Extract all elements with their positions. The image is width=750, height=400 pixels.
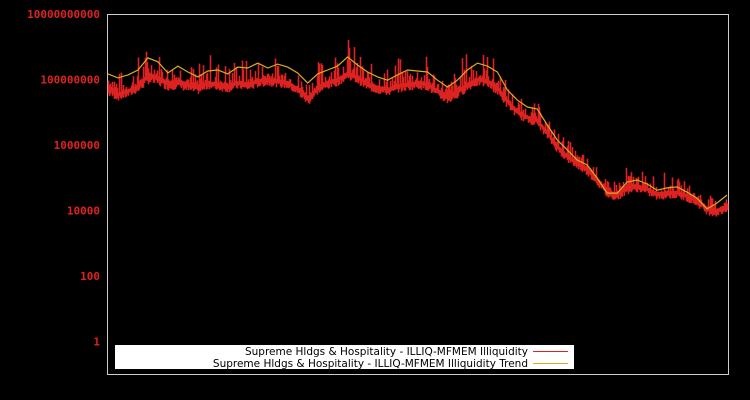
legend: Supreme Hldgs & Hospitality - ILLIQ-MFME… — [115, 345, 574, 370]
legend-label-illiquidity: Supreme Hldgs & Hospitality - ILLIQ-MFME… — [245, 346, 528, 358]
y-tick-label: 1 — [93, 336, 100, 349]
y-tick-label: 100 — [80, 270, 100, 283]
y-tick-label: 10000 — [67, 205, 100, 218]
y-tick-label: 1000000 — [54, 139, 100, 152]
illiquidity-series — [107, 40, 729, 217]
legend-label-trend: Supreme Hldgs & Hospitality - ILLIQ-MFME… — [213, 358, 528, 370]
illiquidity-trend-series — [107, 56, 728, 210]
y-axis: 10000000000 100000000 1000000 10000 100 1 — [27, 8, 100, 349]
plot-frame — [107, 14, 729, 375]
y-tick-label: 100000000 — [40, 74, 100, 87]
y-tick-label: 10000000000 — [27, 8, 100, 21]
illiquidity-line — [107, 40, 729, 217]
illiquidity-trend-line — [107, 56, 728, 210]
legend-box — [115, 345, 574, 369]
